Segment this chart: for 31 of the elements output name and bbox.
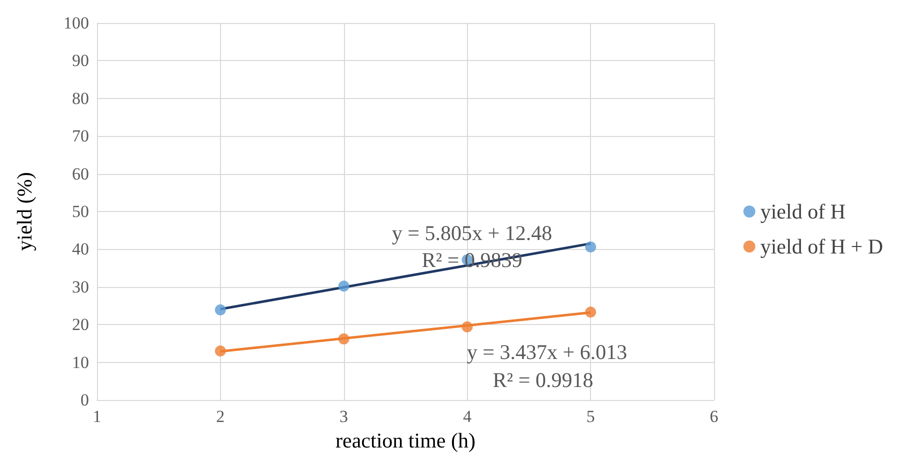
y-tick-label: 50 (72, 202, 89, 221)
point (214, 304, 226, 316)
point (214, 345, 226, 356)
y-tick-label: 90 (72, 51, 89, 70)
x-tick-label: 1 (92, 407, 102, 426)
point (585, 241, 596, 252)
y-tick-label: 20 (72, 315, 89, 334)
x-tick-label: 5 (586, 407, 595, 426)
y-tick-label: 10 (72, 352, 89, 372)
x-tick-label: 6 (710, 407, 718, 426)
y-tick-label: 30 (72, 277, 89, 296)
x-tick-label: 3 (340, 407, 348, 426)
y-tick-label: 60 (72, 164, 89, 184)
legend-label: yield of H + D (760, 234, 884, 258)
annotation: y = 3.437x + 6.013 (466, 340, 628, 364)
legend-label: yield of H (760, 200, 846, 224)
point (462, 321, 473, 332)
y-tick-label: 70 (72, 126, 89, 146)
x-axis-title: reaction time (h) (336, 428, 476, 452)
y-axis-title: yield (%) (12, 172, 36, 251)
x-tick-label: 4 (462, 407, 472, 426)
x-tick-label: 2 (216, 407, 225, 426)
y-tick-label: 100 (64, 14, 89, 32)
point (338, 280, 350, 292)
y-tick-label: 40 (72, 240, 89, 259)
annotation: R² = 0.9918 (492, 368, 594, 392)
annotation: y = 5.805x + 12.48 (392, 221, 552, 245)
y-tick-label: 0 (80, 390, 89, 410)
point (585, 306, 596, 318)
point (338, 333, 350, 344)
y-tick-label: 80 (72, 88, 89, 108)
